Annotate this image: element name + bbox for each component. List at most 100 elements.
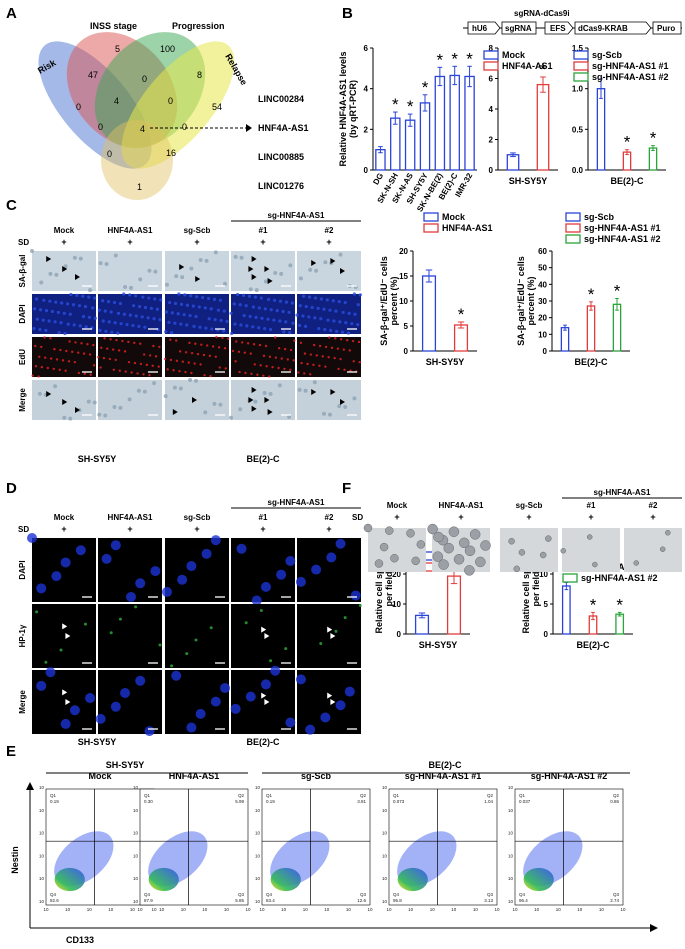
legend-swatch bbox=[483, 50, 499, 60]
y-axis-label: per field bbox=[531, 571, 541, 606]
svg-text:54: 54 bbox=[212, 102, 222, 112]
column-label: Mock bbox=[88, 771, 112, 781]
arrowhead bbox=[195, 276, 201, 282]
svg-text:0: 0 bbox=[98, 122, 103, 132]
bar bbox=[453, 324, 469, 352]
sd-plus: + bbox=[61, 524, 66, 534]
legend-label: Mock bbox=[502, 50, 526, 60]
micrograph bbox=[32, 380, 96, 420]
svg-text:47: 47 bbox=[88, 70, 98, 80]
sd-plus: + bbox=[458, 512, 463, 522]
panel-e-flow-plots: SH-SY5YBE(2)-CNestinCD133MockQ10.19Q23.8… bbox=[10, 760, 658, 945]
quad-name: Q4 bbox=[519, 892, 526, 897]
group-label: sg-HNF4A-AS1 bbox=[268, 498, 325, 507]
cell-line-label: SH-SY5Y bbox=[106, 760, 145, 770]
venn-set-fifth bbox=[101, 120, 173, 200]
bar bbox=[449, 74, 460, 171]
x-axis-label: SH-SY5Y bbox=[509, 176, 548, 186]
tick-label: 10 bbox=[39, 831, 45, 836]
micrograph bbox=[297, 294, 361, 334]
sd-plus: + bbox=[394, 512, 399, 522]
cell-line-label: SH-SY5Y bbox=[78, 737, 117, 747]
sd-plus: + bbox=[194, 237, 199, 247]
arrowhead bbox=[340, 268, 345, 274]
tick-label: 10 bbox=[494, 907, 500, 912]
column-label: HNF4A-AS1 bbox=[169, 771, 220, 781]
bar bbox=[434, 75, 446, 171]
sd-plus: + bbox=[260, 524, 265, 534]
arrowhead bbox=[264, 266, 270, 272]
y-tick-label: 5 bbox=[544, 600, 549, 609]
bar bbox=[615, 613, 625, 635]
legend-label: sg-HNF4A-AS1 #1 bbox=[584, 223, 661, 233]
svg-text:dCas9-KRAB: dCas9-KRAB bbox=[578, 24, 628, 33]
legend-swatch bbox=[423, 212, 439, 222]
tick-label: 10 bbox=[255, 876, 261, 881]
svg-text:EFS: EFS bbox=[550, 24, 566, 33]
quad-value: 12.6 bbox=[357, 898, 366, 903]
tick-label: 10 bbox=[133, 853, 139, 858]
arrowhead bbox=[172, 409, 178, 415]
sd-label: SD bbox=[18, 238, 29, 247]
sig-star: * bbox=[407, 97, 414, 116]
tick-label: 10 bbox=[39, 853, 45, 858]
tick-label: 10 bbox=[508, 808, 514, 813]
venn-label-inss: INSS stage bbox=[90, 21, 137, 31]
arrowhead bbox=[179, 264, 185, 270]
arrowhead bbox=[311, 260, 317, 266]
legend-swatch bbox=[423, 223, 439, 233]
panel-d-image-grid: Mock + HNF4A-AS1 + sg-Scb + #1 + #2 + SD sg-HNF4A-A… bbox=[18, 498, 362, 747]
chart-c-be2c: 0 10 20 30 40 50 60 * * BE(2)-C SA-β-gal⁺/EdU⁻ cel… bbox=[516, 212, 661, 367]
sd-plus: + bbox=[588, 512, 593, 522]
legend-label: HNF4A-AS1 bbox=[442, 223, 493, 233]
y-tick-label: 5 bbox=[404, 322, 409, 331]
bar bbox=[560, 327, 570, 352]
y-tick-label: 1.5 bbox=[572, 44, 584, 53]
y-tick-label: 10 bbox=[392, 600, 401, 609]
cell-line-label: SH-SY5Y bbox=[78, 454, 117, 464]
y-axis-label: SA-β-gal⁺/EdU⁻ cells bbox=[516, 256, 526, 346]
y-tick-label: 20 bbox=[392, 570, 401, 579]
arrowhead bbox=[264, 397, 270, 403]
sphere-image bbox=[624, 528, 682, 572]
venn-diagram: Risk INSS stage Progression Relapse 5 10… bbox=[36, 21, 252, 200]
arrowhead bbox=[62, 623, 68, 630]
micrograph bbox=[98, 604, 162, 668]
chart-b-be2c: 0.00.51.01.5* *BE(2)-Csg-Scbsg-HNF4A-AS1 … bbox=[572, 44, 669, 186]
bar bbox=[419, 102, 431, 171]
y-tick-label: 0 bbox=[404, 347, 409, 356]
cell-line-label: BE(2)-C bbox=[247, 737, 280, 747]
x-axis-label: BE(2)-C bbox=[611, 176, 644, 186]
tick-label: 10 bbox=[202, 907, 208, 912]
x-axis-label: SH-SY5Y bbox=[426, 357, 465, 367]
legend-label: sg-HNF4A-AS1 #2 bbox=[581, 573, 658, 583]
tick-label: 10 bbox=[451, 907, 457, 912]
row-label: EdU bbox=[18, 349, 27, 365]
tick-label: 10 bbox=[577, 907, 583, 912]
svg-text:4: 4 bbox=[114, 96, 119, 106]
tick-label: 10 bbox=[382, 899, 388, 904]
tick-label: 10 bbox=[508, 831, 514, 836]
sd-plus: + bbox=[650, 512, 655, 522]
tick-label: 10 bbox=[556, 907, 562, 912]
tick-label: 10 bbox=[508, 876, 514, 881]
bar bbox=[464, 75, 475, 171]
column-label: #2 bbox=[325, 226, 334, 235]
row-label: DAPI bbox=[18, 560, 27, 579]
cell-line-label: BE(2)-C bbox=[247, 454, 280, 464]
column-label: HNF4A-AS1 bbox=[108, 513, 153, 522]
y-tick-label: 20 bbox=[399, 247, 408, 256]
panel-c-image-grid: Mock + HNF4A-AS1 + sg-Scb + #1 + #2 + SD sg-HNF4A-A… bbox=[18, 211, 362, 464]
y-tick-label: 10 bbox=[538, 330, 547, 339]
micrograph bbox=[32, 337, 96, 377]
y-tick-label: 0 bbox=[489, 166, 494, 175]
row-label: HP-1γ bbox=[18, 624, 27, 647]
sig-star: * bbox=[437, 50, 444, 69]
legend-swatch bbox=[565, 234, 581, 244]
quad-name: Q2 bbox=[238, 793, 245, 798]
column-label: Mock bbox=[54, 513, 75, 522]
tick-label: 10 bbox=[133, 899, 139, 904]
panel-label-c: C bbox=[6, 197, 17, 214]
panel-label-f: F bbox=[342, 480, 351, 497]
legend-label: Mock bbox=[442, 212, 466, 222]
